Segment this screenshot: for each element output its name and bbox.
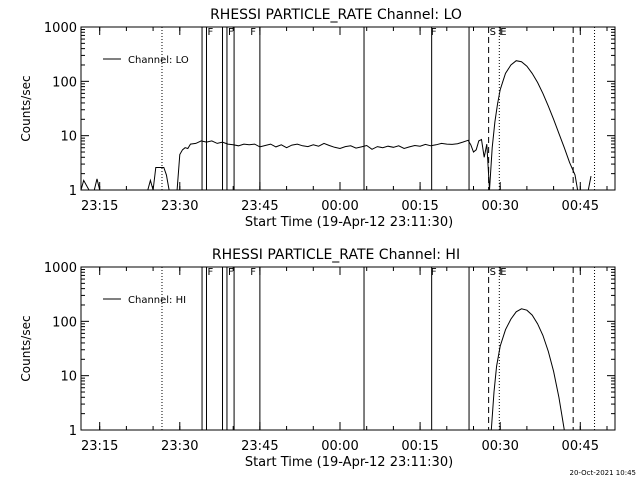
flag-label: F (207, 267, 213, 278)
footer-date: 20-Oct-2021 10:45 (570, 469, 636, 477)
x-tick-label: 23:45 (241, 199, 278, 214)
x-tick-label: 23:45 (241, 439, 278, 454)
chart-panel-lo: RHESSI PARTICLE_RATE Channel: LO F F F F S E 1 1… (19, 7, 616, 230)
chart-title: RHESSI PARTICLE_RATE Channel: LO (210, 7, 462, 23)
x-tick-label: 23:30 (161, 439, 198, 454)
x-tick-label: 00:45 (562, 199, 599, 214)
data-series-line (490, 308, 565, 431)
x-tick-label: 23:30 (161, 199, 198, 214)
x-axis-label: Start Time (19-Apr-12 23:11:30) (245, 455, 453, 470)
x-tick-label: 00:30 (481, 199, 518, 214)
y-tick-label: 10 (60, 370, 77, 385)
x-axis-label: Start Time (19-Apr-12 23:11:30) (245, 215, 453, 230)
legend-label: Channel: LO (128, 55, 189, 66)
flag-label: F (250, 267, 256, 278)
chart-title: RHESSI PARTICLE_RATE Channel: HI (212, 247, 460, 263)
x-tick-label: 00:15 (401, 199, 438, 214)
x-tick-label: 00:00 (321, 199, 358, 214)
x-tick-label: 00:45 (562, 439, 599, 454)
flag-label: F (431, 27, 437, 38)
flag-label: F (228, 267, 234, 278)
y-tick-label: 100 (52, 315, 77, 330)
plot-frame (80, 26, 616, 191)
y-tick-label: 1 (69, 424, 77, 439)
flag-label: F (250, 27, 256, 38)
y-tick-label: 1 (69, 184, 77, 199)
flag-label: F (207, 27, 213, 38)
plot-frame (80, 266, 616, 431)
y-axis-label: Counts/sec (19, 315, 33, 381)
y-tick-label: 1000 (44, 261, 77, 276)
x-tick-label: 00:15 (401, 439, 438, 454)
data-series-line (80, 60, 592, 191)
flag-label: E (500, 267, 506, 278)
flag-label: F (431, 267, 437, 278)
flag-label: S (490, 267, 496, 278)
y-tick-label: 1000 (44, 21, 77, 36)
legend-label: Channel: HI (128, 295, 186, 306)
x-tick-label: 00:30 (481, 439, 518, 454)
flag-label: S (490, 27, 496, 38)
flag-label: E (500, 27, 506, 38)
x-tick-label: 23:15 (81, 199, 118, 214)
x-tick-label: 00:00 (321, 439, 358, 454)
x-tick-label: 23:15 (81, 439, 118, 454)
y-tick-label: 100 (52, 75, 77, 90)
y-axis-label: Counts/sec (19, 75, 33, 141)
chart-panel-hi: RHESSI PARTICLE_RATE Channel: HI F F F F S E 1 1… (19, 247, 616, 470)
y-tick-label: 10 (60, 130, 77, 145)
flag-label: F (228, 27, 234, 38)
